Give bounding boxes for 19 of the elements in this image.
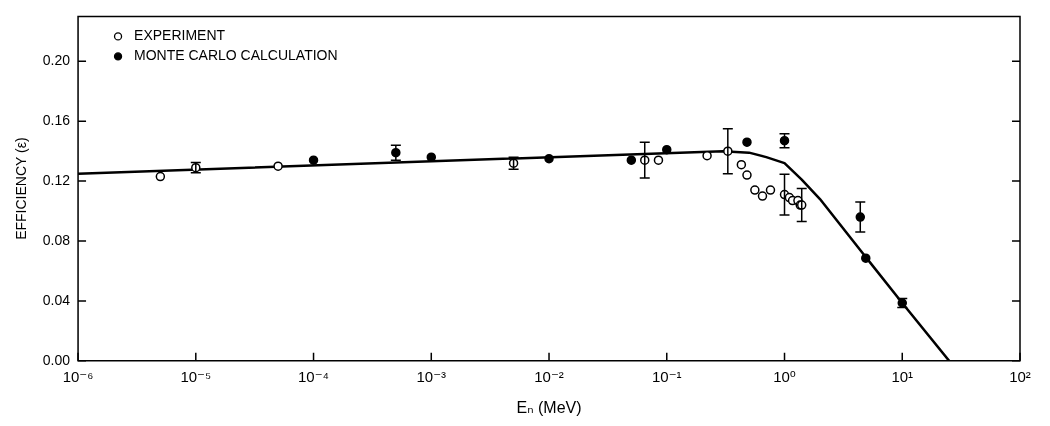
y-axis-title: EFFICIENCY (ε) [13,137,30,240]
x-tick-label: 10⁻³ [416,367,447,385]
x-tick-label: 10⁻¹ [651,367,682,385]
x-tick-label: 10⁰ [773,367,796,385]
x-tick-label: 10⁻² [534,367,564,385]
y-tick-label: 0.00 [42,351,71,368]
legend-label: MONTE CARLO CALCULATION [134,47,338,64]
y-tick-label: 0.16 [42,112,71,129]
y-tick-label: 0.04 [42,291,71,308]
x-tick-label: 10⁻⁴ [298,367,330,385]
legend-label: EXPERIMENT [134,27,226,44]
x-axis-title: Eₙ (MeV) [516,398,582,416]
x-tick-label: 10⁻⁵ [180,367,212,385]
y-tick-label: 0.12 [42,171,71,188]
y-tick-label: 0.08 [42,231,71,248]
x-tick-label: 10² [1009,367,1031,385]
x-tick-label: 10⁻⁶ [62,367,94,385]
x-tick-label: 10¹ [891,367,914,385]
y-tick-label: 0.20 [42,52,71,69]
